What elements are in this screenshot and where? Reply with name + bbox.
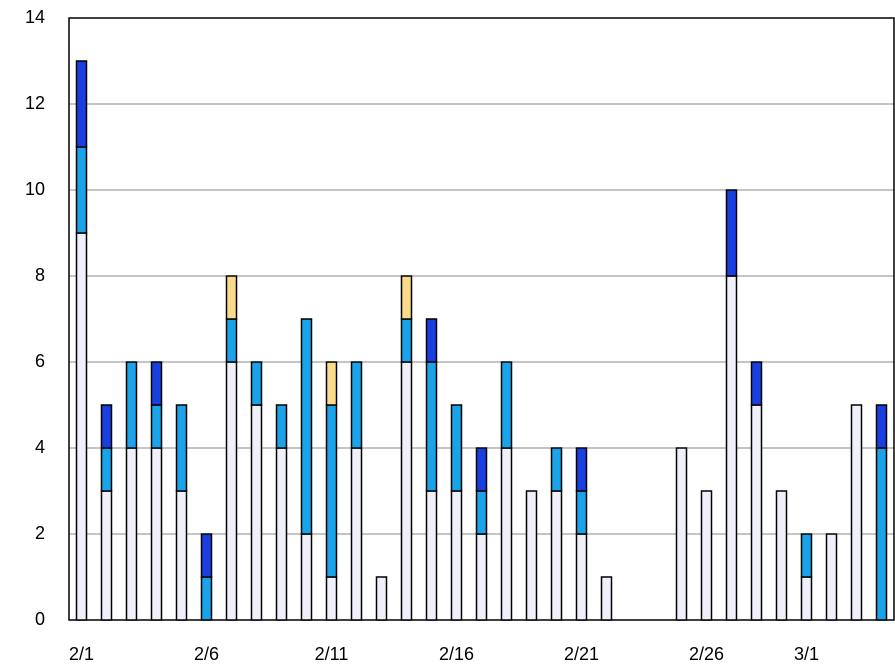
bar-segment bbox=[575, 533, 588, 621]
bar-segment bbox=[150, 404, 163, 449]
bar-segment bbox=[475, 490, 488, 535]
y-tick-label: 8 bbox=[35, 265, 45, 285]
bar-segment bbox=[175, 404, 188, 492]
bar-segment bbox=[850, 404, 863, 621]
x-tick-label: 2/1 bbox=[69, 644, 94, 664]
bar-segment bbox=[750, 404, 763, 621]
bar-segment bbox=[425, 318, 438, 363]
bar-segment bbox=[125, 361, 138, 449]
bar-segment bbox=[475, 533, 488, 621]
bar-segment bbox=[325, 404, 338, 578]
bar-segment bbox=[550, 490, 563, 621]
bar-segment bbox=[75, 60, 88, 148]
bar-segment bbox=[875, 447, 888, 621]
x-tick-label: 3/1 bbox=[794, 644, 819, 664]
bar-segment bbox=[500, 447, 513, 621]
y-tick-label: 10 bbox=[25, 179, 45, 199]
bar-segment bbox=[150, 447, 163, 621]
x-tick-label: 2/11 bbox=[315, 644, 349, 664]
bar-segment bbox=[500, 361, 513, 449]
y-tick-label: 6 bbox=[35, 351, 45, 371]
bar-segment bbox=[800, 576, 813, 621]
bar-segment bbox=[175, 490, 188, 621]
bar-segment bbox=[725, 275, 738, 621]
bar-segment bbox=[325, 361, 338, 406]
bar-segment bbox=[300, 318, 313, 535]
bar-segment bbox=[300, 533, 313, 621]
bar-segment bbox=[225, 361, 238, 621]
bar-segment bbox=[675, 447, 688, 621]
bar-segment bbox=[200, 576, 213, 621]
bar-segment bbox=[575, 490, 588, 535]
bar-segment bbox=[375, 576, 388, 621]
bar-segment bbox=[150, 361, 163, 406]
bar-segment bbox=[125, 447, 138, 621]
bar-segment bbox=[75, 146, 88, 234]
x-tick-label: 2/21 bbox=[564, 644, 599, 664]
bar-segment bbox=[200, 533, 213, 578]
bar-segment bbox=[750, 361, 763, 406]
y-tick-label: 14 bbox=[25, 7, 45, 27]
bar-segment bbox=[100, 404, 113, 449]
bar-segment bbox=[400, 361, 413, 621]
bar-segment bbox=[100, 490, 113, 621]
bar-segment bbox=[400, 318, 413, 363]
bar-segment bbox=[725, 189, 738, 277]
bar-segment bbox=[475, 447, 488, 492]
bar-segment bbox=[100, 447, 113, 492]
bar-segment bbox=[225, 275, 238, 320]
bar-segment bbox=[600, 576, 613, 621]
x-tick-label: 2/16 bbox=[439, 644, 474, 664]
bar-segment bbox=[825, 533, 838, 621]
bar-segment bbox=[525, 490, 538, 621]
bar-segment bbox=[700, 490, 713, 621]
bar-segment bbox=[350, 447, 363, 621]
bar-segment bbox=[75, 232, 88, 621]
bar-segment bbox=[775, 490, 788, 621]
bar-segment bbox=[425, 490, 438, 621]
bar-segment bbox=[575, 447, 588, 492]
x-tick-label: 2/26 bbox=[689, 644, 724, 664]
y-tick-label: 12 bbox=[25, 93, 45, 113]
y-tick-label: 2 bbox=[35, 523, 45, 543]
y-tick-label: 4 bbox=[35, 437, 45, 457]
bar-segment bbox=[450, 490, 463, 621]
bar-segment bbox=[425, 361, 438, 492]
bar-segment bbox=[250, 361, 263, 406]
x-tick-label: 2/6 bbox=[194, 644, 219, 664]
bar-segment bbox=[450, 404, 463, 492]
bar-segment bbox=[275, 447, 288, 621]
bar-segment bbox=[400, 275, 413, 320]
bar-segment bbox=[225, 318, 238, 363]
bar-segment bbox=[875, 404, 888, 449]
bar-segment bbox=[325, 576, 338, 621]
y-tick-label: 0 bbox=[35, 609, 45, 629]
bar-segment bbox=[250, 404, 263, 621]
bar-segment bbox=[550, 447, 563, 492]
bar-segment bbox=[800, 533, 813, 578]
bar-segment bbox=[350, 361, 363, 449]
bar-segment bbox=[275, 404, 288, 449]
